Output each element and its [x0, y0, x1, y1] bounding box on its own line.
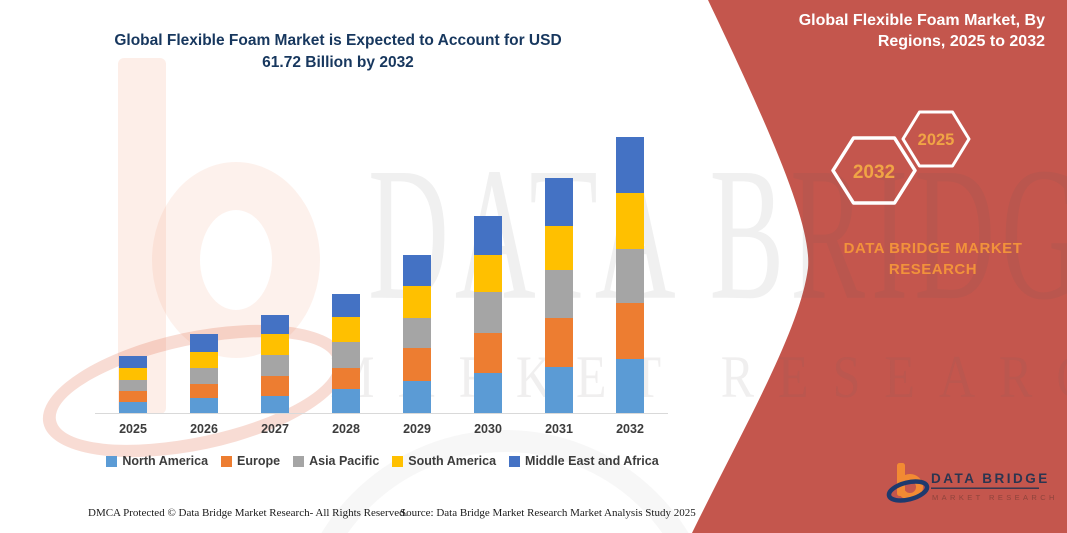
bar-segment-asia-pacific-2030 — [474, 292, 502, 334]
bar-segment-middle-east-and-africa-2029 — [403, 254, 431, 287]
hexagon-2032-outline — [831, 136, 917, 205]
chart-legend: North America Europe Asia Pacific South Ame… — [95, 452, 670, 470]
legend-label: Asia Pacific — [309, 454, 380, 468]
legend-label: North America — [122, 454, 209, 468]
side-panel-shape — [692, 0, 1067, 533]
hexagon-2032-label: 2032 — [853, 162, 895, 183]
legend-swatch-icon — [293, 455, 305, 467]
footer-source-text: Source: Data Bridge Market Research Mark… — [400, 507, 696, 519]
bar-segment-asia-pacific-2026 — [190, 368, 218, 385]
bar-segment-asia-pacific-2028 — [332, 342, 360, 369]
bar-segment-asia-pacific-2032 — [616, 248, 644, 304]
brand-name-text: DATA BRIDGE MARKET RESEARCH — [843, 240, 1023, 278]
bar-segment-north-america-2032 — [616, 359, 644, 413]
legend-label: Middle East and Africa — [525, 454, 659, 468]
bar-segment-middle-east-and-africa-2032 — [616, 137, 644, 193]
legend-swatch-icon — [509, 455, 521, 467]
bar-segment-europe-2026 — [190, 384, 218, 399]
bar-segment-europe-2025 — [119, 391, 147, 403]
x-axis-label-2027: 2027 — [261, 422, 289, 436]
x-axis-label-2032: 2032 — [616, 422, 644, 436]
bar-segment-europe-2030 — [474, 333, 502, 374]
legend-swatch-icon — [221, 455, 233, 467]
bar-segment-europe-2031 — [545, 318, 573, 368]
legend-item-europe: Europe — [221, 454, 280, 468]
legend-item-south-america: South America — [392, 454, 496, 468]
bar-segment-south-america-2030 — [474, 254, 502, 293]
legend-item-asia-pacific: Asia Pacific — [293, 454, 379, 468]
bar-segment-asia-pacific-2027 — [261, 355, 289, 377]
bar-segment-south-america-2031 — [545, 225, 573, 271]
bar-segment-north-america-2030 — [474, 373, 502, 413]
bar-segment-middle-east-and-africa-2025 — [119, 356, 147, 369]
bar-segment-europe-2029 — [403, 348, 431, 382]
legend-item-middle-east-and-africa: Middle East and Africa — [509, 454, 659, 468]
bar-segment-middle-east-and-africa-2028 — [332, 294, 360, 318]
legend-label: South America — [408, 454, 497, 468]
bar-segment-middle-east-and-africa-2031 — [545, 177, 573, 226]
bar-segment-north-america-2031 — [545, 367, 573, 413]
legend-swatch-icon — [106, 455, 118, 467]
bar-segment-middle-east-and-africa-2026 — [190, 334, 218, 353]
bar-segment-south-america-2029 — [403, 286, 431, 319]
hexagon-2025-label: 2025 — [918, 131, 955, 149]
bar-segment-asia-pacific-2025 — [119, 380, 147, 392]
x-axis-label-2029: 2029 — [403, 422, 431, 436]
x-axis-label-2031: 2031 — [545, 422, 573, 436]
x-axis-label-2025: 2025 — [119, 422, 147, 436]
bar-segment-north-america-2027 — [261, 396, 289, 413]
bar-segment-asia-pacific-2031 — [545, 270, 573, 319]
bar-segment-europe-2032 — [616, 303, 644, 360]
logo-underline — [931, 487, 1039, 489]
x-axis-label-2028: 2028 — [332, 422, 360, 436]
footer-dmca-text: DMCA Protected © Data Bridge Market Rese… — [88, 507, 408, 519]
side-panel-title: Global Flexible Foam Market, By Regions,… — [798, 12, 1045, 50]
bar-segment-south-america-2032 — [616, 192, 644, 249]
company-logo: DATA BRIDGE MARKET RESEARCH — [886, 463, 1056, 503]
bar-segment-asia-pacific-2029 — [403, 318, 431, 349]
bar-segment-europe-2028 — [332, 368, 360, 390]
bar-segment-north-america-2026 — [190, 398, 218, 413]
legend-swatch-icon — [392, 455, 404, 467]
x-axis-line — [95, 413, 668, 414]
x-axis-label-2026: 2026 — [190, 422, 218, 436]
bar-segment-south-america-2025 — [119, 368, 147, 381]
bar-segment-south-america-2027 — [261, 334, 289, 356]
bar-segment-middle-east-and-africa-2027 — [261, 315, 289, 335]
logo-b-icon — [886, 463, 930, 503]
legend-item-north-america: North America — [106, 454, 208, 468]
x-axis-label-2030: 2030 — [474, 422, 502, 436]
bar-segment-europe-2027 — [261, 376, 289, 397]
bar-segment-north-america-2028 — [332, 389, 360, 413]
bar-segment-south-america-2028 — [332, 317, 360, 343]
logo-title-text: DATA BRIDGE — [931, 471, 1050, 486]
bar-segment-middle-east-and-africa-2030 — [474, 215, 502, 255]
chart-title: Global Flexible Foam Market is Expected … — [114, 32, 562, 71]
forecast-period-hexagons: 2032 2025 — [831, 110, 971, 205]
hexagon-2025-outline — [901, 110, 971, 168]
bar-segment-north-america-2029 — [403, 381, 431, 413]
legend-label: Europe — [237, 454, 281, 468]
bar-segment-south-america-2026 — [190, 352, 218, 369]
logo-subtitle-text: MARKET RESEARCH — [932, 493, 1056, 502]
bar-segment-north-america-2025 — [119, 402, 147, 413]
